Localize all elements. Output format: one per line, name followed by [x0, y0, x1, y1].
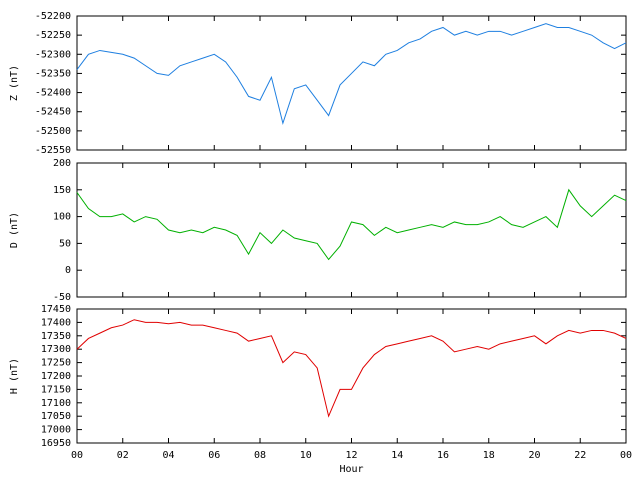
- y-tick-label: 17000: [41, 425, 71, 436]
- x-tick-label: 00: [620, 450, 632, 461]
- y-tick-label: 17050: [41, 411, 71, 422]
- plot-frame: [76, 162, 627, 298]
- data-line: [76, 23, 627, 125]
- x-tick-label: 02: [117, 450, 129, 461]
- y-tick-label: -52300: [35, 49, 71, 60]
- y-tick-label: 17300: [41, 344, 71, 355]
- x-tick-label: 12: [345, 450, 357, 461]
- y-tick-label: 17400: [41, 317, 71, 328]
- plot-frame: [76, 15, 627, 151]
- y-tick-label: 150: [53, 185, 71, 196]
- x-tick-label: 10: [300, 450, 312, 461]
- x-tick-label: 08: [254, 450, 266, 461]
- y-axis-label: H (nT): [9, 358, 20, 394]
- y-tick-label: 16950: [41, 438, 71, 449]
- y-tick-label: 17450: [41, 304, 71, 315]
- y-tick-label: -52250: [35, 30, 71, 41]
- y-tick-label: -52200: [35, 11, 71, 22]
- y-tick-label: -50: [53, 292, 71, 303]
- x-tick-label: 14: [391, 450, 403, 461]
- y-axis-label: Z (nT): [9, 65, 20, 101]
- y-tick-label: 17150: [41, 384, 71, 395]
- y-axis-label: D (nT): [9, 212, 20, 248]
- x-tick-label: 00: [71, 450, 83, 461]
- x-axis-label: Hour: [339, 464, 363, 475]
- x-tick-label: 16: [437, 450, 449, 461]
- data-line: [76, 319, 627, 418]
- y-tick-label: 17100: [41, 398, 71, 409]
- x-tick-label: 20: [528, 450, 540, 461]
- y-tick-label: -52550: [35, 145, 71, 156]
- y-tick-label: 50: [59, 238, 71, 249]
- y-tick-label: -52400: [35, 88, 71, 99]
- x-tick-label: 18: [483, 450, 495, 461]
- data-line: [76, 188, 627, 261]
- y-tick-label: -52350: [35, 68, 71, 79]
- y-tick-label: 200: [53, 158, 71, 169]
- y-tick-label: 17250: [41, 358, 71, 369]
- y-tick-label: 17350: [41, 331, 71, 342]
- x-tick-label: 06: [208, 450, 220, 461]
- y-tick-label: 0: [65, 265, 71, 276]
- y-tick-label: 17200: [41, 371, 71, 382]
- x-tick-label: 22: [574, 450, 586, 461]
- y-tick-label: -52500: [35, 126, 71, 137]
- y-tick-label: 100: [53, 212, 71, 223]
- x-tick-label: 04: [162, 450, 174, 461]
- y-tick-label: -52450: [35, 107, 71, 118]
- plot-frame: [76, 308, 627, 444]
